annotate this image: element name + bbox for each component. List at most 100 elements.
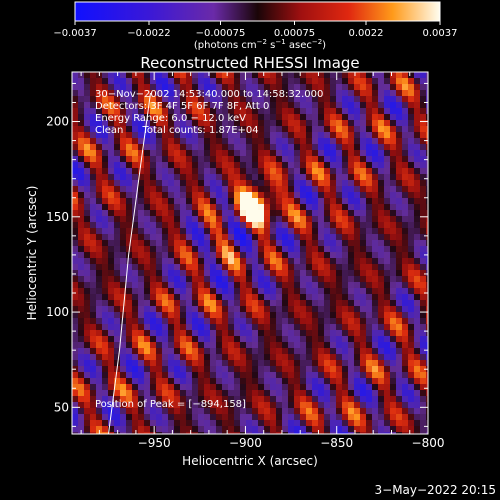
heatmap-cell [252,210,259,217]
heatmap-cell [426,354,428,361]
heatmap-cell [234,210,241,217]
heatmap-cell [198,84,205,91]
heatmap-cell [198,246,205,253]
heatmap-cell [414,96,421,103]
heatmap-cell [162,84,169,91]
heatmap-cell [126,174,133,181]
heatmap-cell [216,234,223,241]
heatmap-cell [72,228,79,235]
heatmap-cell [402,372,409,379]
heatmap-cell [84,414,91,421]
heatmap-cell [186,96,193,103]
heatmap-cell [312,90,319,97]
heatmap-cell [78,150,85,157]
heatmap-cell [360,102,367,109]
heatmap-cell [144,210,151,217]
heatmap-cell [342,396,349,403]
heatmap-cell [186,228,193,235]
heatmap-cell [156,114,163,121]
heatmap-cell [156,180,163,187]
heatmap-cell [336,300,343,307]
heatmap-cell [174,132,181,139]
heatmap-cell [210,198,217,205]
heatmap-cell [390,426,397,433]
heatmap-cell [132,342,139,349]
heatmap-cell [240,432,247,434]
heatmap-cell [150,366,157,373]
heatmap-cell [402,186,409,193]
y-tick-labels: 50 100 150 200 [46,115,69,415]
heatmap-cell [174,222,181,229]
heatmap-cell [288,426,295,433]
heatmap-cell [126,324,133,331]
heatmap-cell [270,282,277,289]
heatmap-cell [414,402,421,409]
heatmap-cell [234,228,241,235]
heatmap-cell [216,78,223,85]
heatmap-cell [168,330,175,337]
heatmap-cell [132,186,139,193]
heatmap-cell [414,156,421,163]
heatmap-cell [210,432,217,434]
heatmap-cell [378,198,385,205]
heatmap-cell [84,210,91,217]
heatmap-cell [246,96,253,103]
heatmap-cell [276,174,283,181]
heatmap-cell [312,258,319,265]
heatmap-cell [240,108,247,115]
heatmap-cell [174,174,181,181]
heatmap-cell [210,126,217,133]
heatmap-cell [360,216,367,223]
heatmap-cell [210,342,217,349]
heatmap-cell [276,402,283,409]
heatmap-cell [336,174,343,181]
heatmap-cell [198,330,205,337]
heatmap-cell [300,354,307,361]
heatmap-cell [396,306,403,313]
heatmap-cell [210,348,217,355]
heatmap-cell [318,210,325,217]
heatmap-cell [264,138,271,145]
heatmap-cell [390,270,397,277]
heatmap-cell [210,258,217,265]
heatmap-cell [198,432,205,434]
heatmap-cell [408,132,415,139]
heatmap-cell [108,324,115,331]
heatmap-cell [222,426,229,433]
heatmap-cell [186,282,193,289]
heatmap-cell [90,390,97,397]
heatmap-cell [78,96,85,103]
heatmap-cell [264,132,271,139]
heatmap-cell [240,144,247,151]
heatmap-cell [138,90,145,97]
heatmap-cell [138,348,145,355]
heatmap-cell [210,300,217,307]
heatmap-cell [180,90,187,97]
heatmap-cell [300,258,307,265]
heatmap-cell [78,390,85,397]
heatmap-cell [168,294,175,301]
heatmap-cell [180,294,187,301]
heatmap-cell [390,336,397,343]
heatmap-cell [180,180,187,187]
heatmap-cell [348,276,355,283]
heatmap-cell [258,102,265,109]
heatmap-cell [354,408,361,415]
heatmap-cell [138,366,145,373]
heatmap-cell [300,432,307,434]
heatmap-cell [390,390,397,397]
heatmap-cell [312,162,319,169]
heatmap-cell [90,366,97,373]
heatmap-cell [222,72,229,79]
heatmap-cell [198,114,205,121]
heatmap-cell [336,414,343,421]
heatmap-cell [78,420,85,427]
heatmap-cell [102,426,109,433]
heatmap-cell [78,294,85,301]
heatmap-cell [240,246,247,253]
heatmap-cell [306,180,313,187]
heatmap-cell [72,276,79,283]
heatmap-cell [396,270,403,277]
heatmap-cell [216,294,223,301]
heatmap-cell [414,126,421,133]
